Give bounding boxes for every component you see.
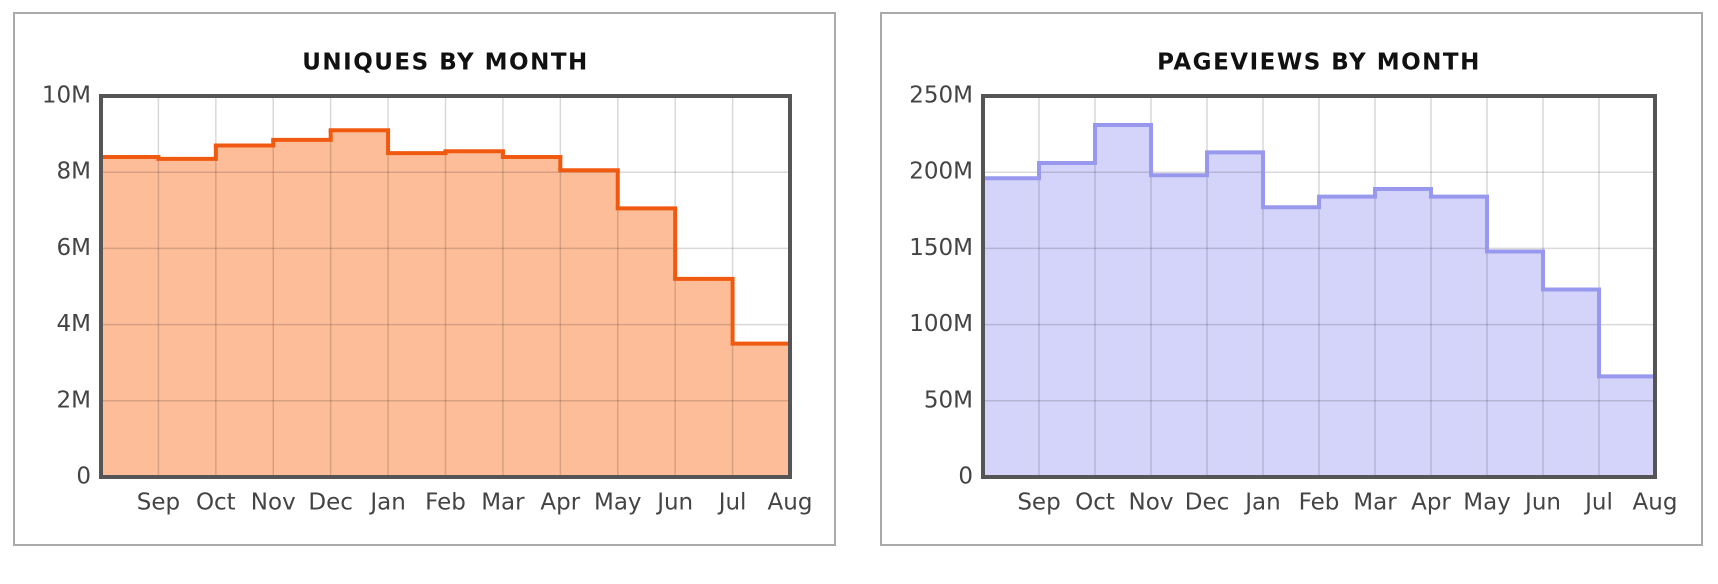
step-area	[1095, 124, 1152, 478]
x-tick-label: Apr	[540, 490, 580, 516]
step-area	[1375, 188, 1432, 478]
plot-border	[981, 94, 1657, 479]
y-tick-label: 150M	[909, 235, 973, 261]
step-area	[1319, 196, 1376, 478]
chart-title: UNIQUES BY MONTH	[302, 50, 589, 76]
y-tick-label: 0	[958, 464, 973, 490]
y-tick-label: 100M	[909, 311, 973, 337]
y-tick-label: 10M	[42, 83, 91, 109]
x-tick-label: Mar	[481, 490, 525, 516]
step-area	[675, 278, 734, 477]
x-tick-label: Nov	[251, 490, 296, 516]
step-area	[388, 153, 446, 477]
chart-title: PAGEVIEWS BY MONTH	[1157, 50, 1481, 76]
x-tick-label: Aug	[768, 490, 813, 516]
step-area	[158, 158, 217, 478]
y-tick-label: 8M	[57, 159, 91, 185]
y-tick-label: 6M	[57, 235, 91, 261]
x-tick-label: Feb	[1299, 490, 1340, 516]
step-area	[560, 170, 619, 478]
step-area	[1151, 175, 1208, 478]
x-tick-label: Sep	[137, 490, 180, 516]
x-tick-label: Feb	[425, 490, 466, 516]
step-area	[1431, 196, 1488, 478]
y-tick-label: 200M	[909, 159, 973, 185]
x-tick-label: Sep	[1017, 490, 1060, 516]
x-tick-label: Jul	[717, 490, 747, 516]
step-area	[1207, 152, 1264, 477]
chart-panel: UNIQUES BY MONTH 0 2M 4M 6M 8M 10M Sep Oct Nov Dec…	[13, 12, 836, 546]
step-area	[1039, 163, 1096, 477]
y-tick-label: 0	[76, 464, 91, 490]
x-tick-label: Dec	[308, 490, 353, 516]
x-tick-label: Jan	[1243, 490, 1280, 516]
step-area	[617, 208, 676, 477]
plot-border	[99, 94, 792, 479]
x-tick-label: Mar	[1353, 490, 1397, 516]
x-tick-label: Apr	[1411, 490, 1451, 516]
step-area	[101, 156, 159, 477]
x-tick-label: Nov	[1129, 490, 1174, 516]
x-tick-label: Jun	[655, 490, 693, 516]
y-tick-label: 50M	[924, 387, 973, 413]
y-tick-label: 2M	[57, 387, 91, 413]
step-area	[1487, 251, 1544, 477]
chart-panel: PAGEVIEWS BY MONTH 0 50M 100M 150M 200M 250M Se…	[880, 12, 1703, 546]
x-tick-label: Jan	[368, 490, 405, 516]
step-area	[732, 343, 791, 477]
step-area	[273, 139, 332, 477]
x-tick-label: Oct	[1075, 490, 1115, 516]
step-area	[502, 156, 561, 477]
step-area	[983, 178, 1040, 477]
x-tick-label: May	[1463, 490, 1511, 516]
step-area	[215, 145, 274, 477]
step-area	[330, 130, 389, 478]
x-tick-label: Aug	[1633, 490, 1678, 516]
x-tick-label: Oct	[196, 490, 236, 516]
x-tick-label: Jul	[1583, 490, 1613, 516]
step-area	[1543, 289, 1600, 477]
x-tick-label: Jun	[1523, 490, 1561, 516]
x-tick-label: Dec	[1185, 490, 1230, 516]
y-tick-label: 250M	[909, 83, 973, 109]
step-area	[1599, 376, 1656, 477]
step-area	[1263, 207, 1320, 477]
step-area	[445, 151, 504, 477]
x-tick-label: May	[594, 490, 642, 516]
y-tick-label: 4M	[57, 311, 91, 337]
